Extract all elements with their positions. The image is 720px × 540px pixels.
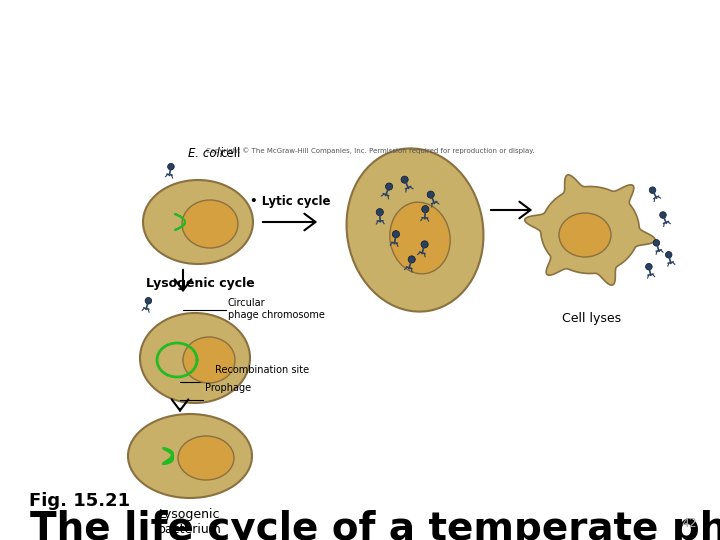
Ellipse shape — [428, 191, 435, 198]
Polygon shape — [525, 175, 655, 285]
Ellipse shape — [183, 337, 235, 383]
Ellipse shape — [375, 209, 382, 216]
Ellipse shape — [649, 187, 656, 193]
Ellipse shape — [140, 313, 250, 403]
Text: Copyright © The McGraw-Hill Companies, Inc. Permission required for reproduction: Copyright © The McGraw-Hill Companies, I… — [206, 147, 534, 154]
Text: cell: cell — [220, 147, 240, 160]
Text: Prophage: Prophage — [205, 383, 251, 393]
Ellipse shape — [402, 176, 410, 183]
Ellipse shape — [346, 148, 483, 312]
Text: The life cycle of a temperate phage: The life cycle of a temperate phage — [30, 510, 720, 540]
Ellipse shape — [653, 240, 660, 246]
Text: Lysogenic cycle: Lysogenic cycle — [146, 277, 255, 290]
Text: Fig. 15.21: Fig. 15.21 — [29, 492, 130, 510]
Ellipse shape — [559, 213, 611, 257]
Text: 42: 42 — [681, 517, 697, 530]
Text: Cell lyses: Cell lyses — [562, 312, 621, 325]
Ellipse shape — [168, 164, 174, 170]
Ellipse shape — [421, 206, 428, 213]
Ellipse shape — [660, 212, 666, 218]
Ellipse shape — [178, 436, 234, 480]
Ellipse shape — [145, 298, 152, 304]
Ellipse shape — [646, 264, 652, 270]
Ellipse shape — [418, 241, 425, 248]
Ellipse shape — [386, 183, 393, 191]
Text: • Lytic cycle: • Lytic cycle — [250, 195, 330, 208]
Ellipse shape — [389, 231, 396, 238]
Ellipse shape — [182, 200, 238, 248]
Ellipse shape — [390, 202, 450, 274]
Ellipse shape — [128, 414, 252, 498]
Text: Lysogenic
bacterium: Lysogenic bacterium — [158, 508, 222, 536]
Ellipse shape — [665, 252, 672, 258]
Text: Circular
phage chromosome: Circular phage chromosome — [228, 298, 325, 320]
Text: Recombination site: Recombination site — [215, 365, 309, 375]
Ellipse shape — [405, 255, 413, 263]
Ellipse shape — [143, 180, 253, 264]
Text: E. coli: E. coli — [188, 147, 223, 160]
